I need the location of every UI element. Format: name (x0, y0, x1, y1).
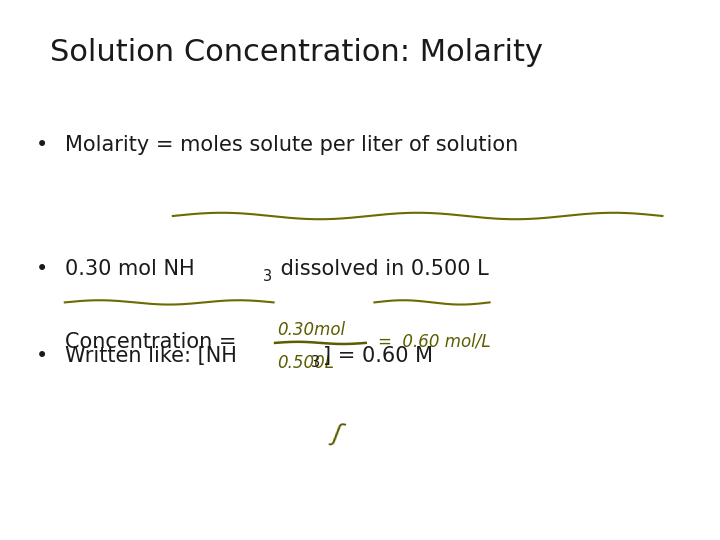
Text: Solution Concentration: Molarity: Solution Concentration: Molarity (50, 38, 544, 67)
Text: 0.500L: 0.500L (277, 354, 334, 372)
Text: 3: 3 (263, 269, 272, 284)
Text: 3: 3 (311, 355, 320, 370)
Text: Molarity = moles solute per liter of solution: Molarity = moles solute per liter of sol… (65, 135, 518, 155)
Text: •: • (36, 346, 48, 366)
Text: ʃ: ʃ (331, 421, 343, 446)
Text: Written like: [NH: Written like: [NH (65, 346, 237, 366)
Text: Concentration =: Concentration = (65, 332, 243, 352)
Text: •: • (36, 259, 48, 279)
Text: =  0.60 mol/L: = 0.60 mol/L (378, 332, 490, 350)
Text: dissolved in 0.500 L: dissolved in 0.500 L (274, 259, 489, 279)
Text: 0.30 mol NH: 0.30 mol NH (65, 259, 194, 279)
Text: ] = 0.60 M: ] = 0.60 M (323, 346, 433, 366)
Text: 0.30mol: 0.30mol (277, 321, 346, 339)
Text: •: • (36, 135, 48, 155)
